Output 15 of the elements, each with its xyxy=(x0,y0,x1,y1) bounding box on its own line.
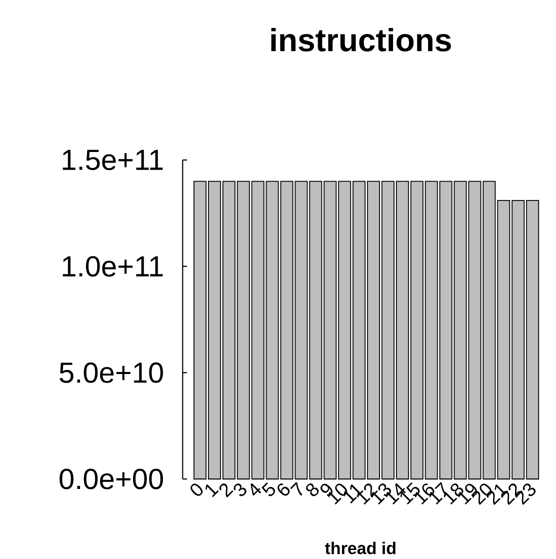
x-tick-label: 5 xyxy=(262,482,276,496)
y-tick-label: 1.5e+11 xyxy=(62,150,163,170)
y-tick-label: 1.0e+11 xyxy=(62,256,163,277)
x-tick-label: 4 xyxy=(250,483,262,496)
x-tick-label: 7 xyxy=(290,482,302,496)
x-tick-label: 6 xyxy=(278,483,290,496)
chart-title: instructions xyxy=(271,28,451,52)
x-tick-label: 1 xyxy=(205,484,219,498)
x-tick-label: 0 xyxy=(190,484,203,496)
x-tick-label: 2 xyxy=(219,484,234,498)
x-tick-label: 3 xyxy=(234,484,246,496)
y-tick-label: 5.0e+10 xyxy=(60,362,163,383)
x-axis-title: thread id xyxy=(324,542,396,554)
x-tick-label: 8 xyxy=(306,483,319,496)
y-tick-label: 0.0e+00 xyxy=(60,468,163,490)
